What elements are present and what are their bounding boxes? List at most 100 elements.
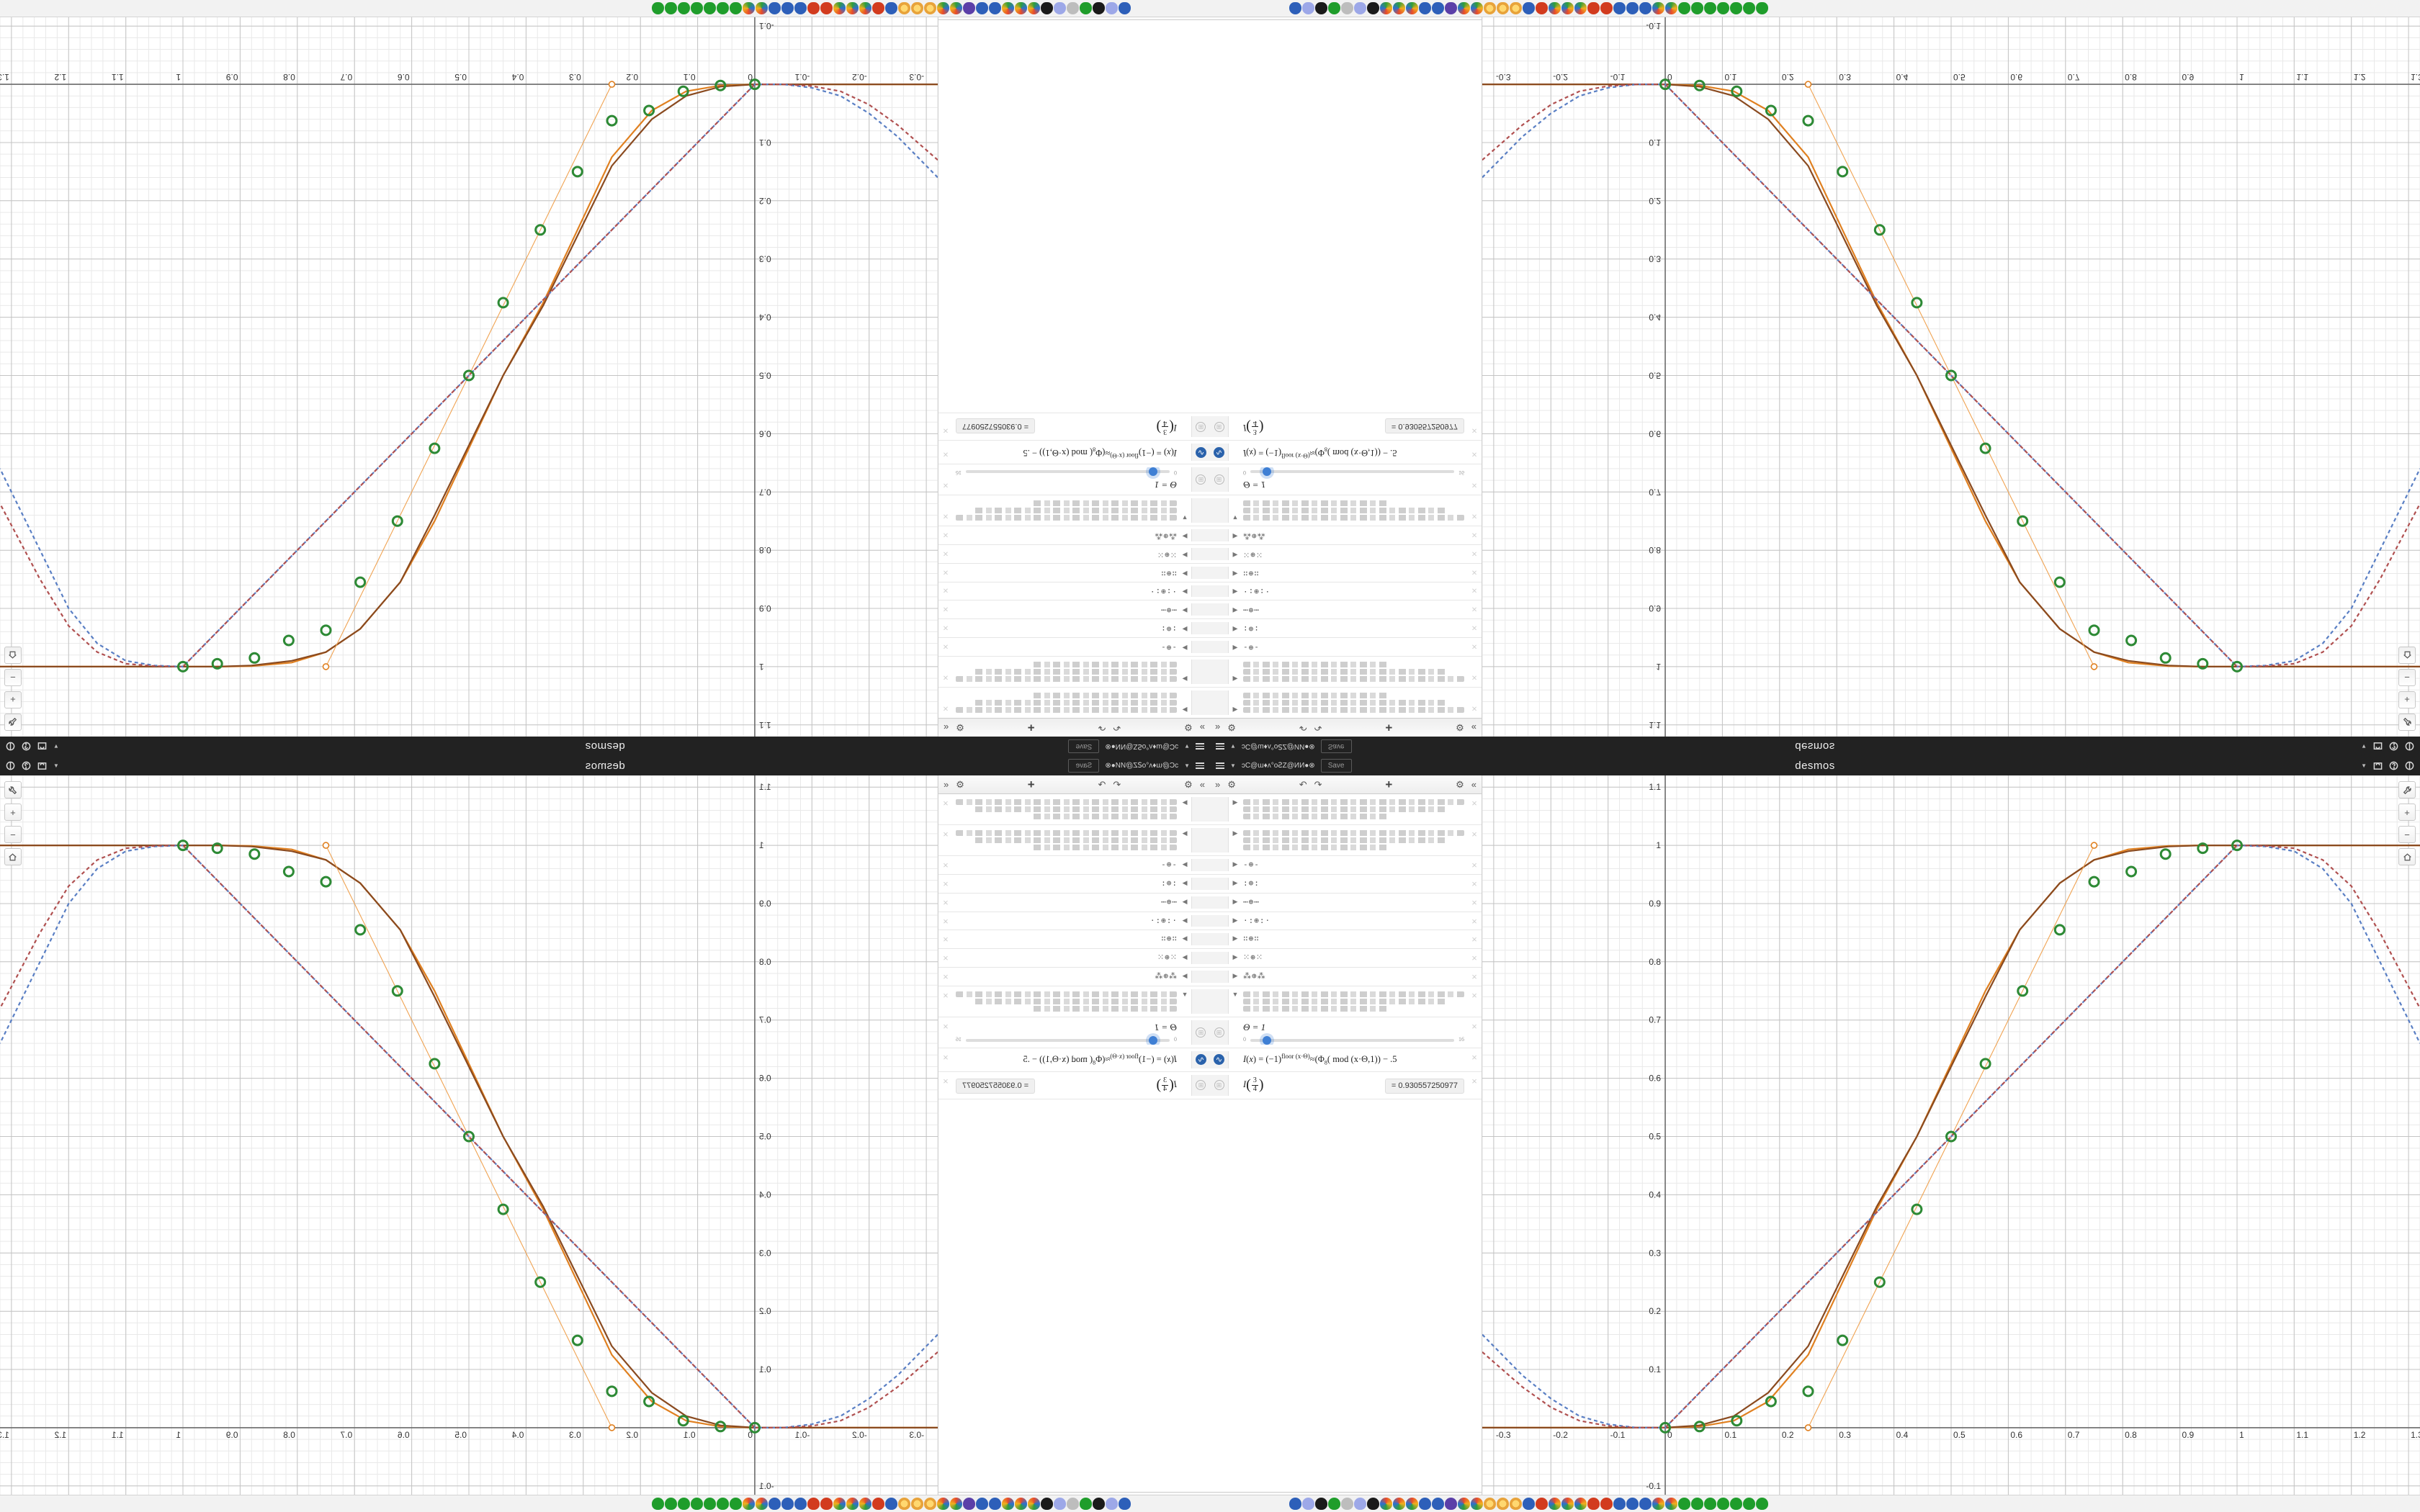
save-button[interactable]: Save xyxy=(1320,759,1352,773)
expression-content[interactable] xyxy=(953,660,1178,684)
save-button[interactable]: Save xyxy=(1320,739,1352,753)
expression-row[interactable]: ▶ ·:⊕:· × xyxy=(938,912,1210,931)
expand-panel-icon[interactable]: » xyxy=(1199,779,1205,790)
expand-arrow-icon[interactable]: ▶ xyxy=(1232,798,1238,806)
chrome-icon[interactable] xyxy=(743,1498,755,1510)
chevron-down-icon[interactable]: ▼ xyxy=(53,743,59,750)
expression-content[interactable]: I(3 4) = 0.930557250977 xyxy=(953,1075,1178,1096)
chrome-icon[interactable] xyxy=(743,2,755,14)
collapse-panel-icon[interactable]: « xyxy=(943,722,949,733)
expand-arrow-icon[interactable]: ▶ xyxy=(1182,972,1188,980)
leaf-icon[interactable] xyxy=(1691,2,1703,14)
expression-row[interactable]: ▶ × xyxy=(1210,825,1482,856)
expression-list[interactable]: ▶ × ▶ × ▶ -⊕- × ▶:⊕: × ▶ ⋯⊕⋯ × ▶ ·:⊕:· × ▶ ∷⊕∷ × ▶ ⁙⊕⁙ × ▶ ⁂⊕⁂… xyxy=(1210,20,1482,718)
delete-expression-icon[interactable]: × xyxy=(1471,896,1477,908)
delete-expression-icon[interactable]: × xyxy=(1471,989,1477,1001)
expand-arrow-icon[interactable]: ▶ xyxy=(1182,878,1188,886)
code-icon[interactable] xyxy=(768,1498,781,1510)
expression-row[interactable]: ▶ ∷⊕∷ × xyxy=(938,930,1210,950)
chrome-icon[interactable] xyxy=(833,1498,846,1510)
expression-content[interactable]: I(3 4) = 0.930557250977 xyxy=(1242,416,1467,437)
expression-content[interactable]: ∷⊕∷ xyxy=(1242,567,1467,579)
expression-row[interactable]: ▶:⊕: × xyxy=(938,874,1210,894)
chrome-icon[interactable] xyxy=(1002,2,1014,14)
delete-expression-icon[interactable]: × xyxy=(1471,426,1477,437)
expression-row[interactable]: I(x) = (−1)floor (x·Θ)≈(Φ8( mod (x·Θ,1))… xyxy=(1210,1048,1482,1072)
expression-row[interactable]: ▶ × xyxy=(938,794,1210,825)
expression-content[interactable] xyxy=(953,498,1178,523)
gear-icon[interactable]: ⚙ xyxy=(956,722,964,734)
star-icon[interactable] xyxy=(963,1498,975,1510)
expression-content[interactable]: ⁂⊕⁂ xyxy=(953,529,1178,541)
graph-canvas[interactable]: -0.3 -0.2 -0.1 0 0.1 0.2 0.3 0.4 0.5 0.6 0.7 0.8 0.9… xyxy=(0,775,938,1512)
expand-arrow-icon[interactable] xyxy=(1229,490,1242,492)
expression-content[interactable] xyxy=(953,797,1178,822)
expression-row[interactable]: ▶ ⁙⊕⁙ × xyxy=(938,949,1210,968)
add-expression-button[interactable]: + xyxy=(1027,721,1035,735)
expand-arrow-icon[interactable] xyxy=(1178,490,1191,492)
browser-icon[interactable] xyxy=(1536,2,1548,14)
expression-content[interactable]: Θ = 1 0 16 xyxy=(1242,1020,1467,1045)
expression-row[interactable]: I(34)= 0.930557250977 × xyxy=(938,1071,1210,1099)
expand-arrow-icon[interactable]: ▶ xyxy=(1232,972,1238,980)
expression-content[interactable]: ⋯⊕⋯ xyxy=(1242,603,1467,616)
expand-panel-icon[interactable]: » xyxy=(1199,722,1205,733)
slider-thumb[interactable] xyxy=(1262,1035,1271,1045)
delete-expression-icon[interactable]: × xyxy=(1471,1075,1477,1086)
delete-expression-icon[interactable]: × xyxy=(943,672,949,683)
plot-toggle-icon[interactable] xyxy=(1196,474,1206,485)
wrench-icon[interactable] xyxy=(2398,781,2416,798)
delete-expression-icon[interactable]: × xyxy=(943,860,949,870)
terminal-icon[interactable] xyxy=(1315,2,1327,14)
chevron-down-icon[interactable]: ▼ xyxy=(1230,743,1236,750)
leaf-icon[interactable] xyxy=(1328,2,1340,14)
delete-expression-icon[interactable]: × xyxy=(943,1052,949,1063)
delete-expression-icon[interactable]: × xyxy=(1471,623,1477,634)
expression-content[interactable]: I(x) = (−1)floor (x·Θ)≈(Φ8( mod (x·Θ,1))… xyxy=(1023,446,1177,459)
chrome-icon[interactable] xyxy=(1002,1498,1014,1510)
code-icon[interactable] xyxy=(1419,1498,1431,1510)
expand-panel-icon[interactable]: » xyxy=(1215,722,1221,733)
trash-icon[interactable] xyxy=(1041,1498,1053,1510)
expression-content[interactable]: -⊕- xyxy=(953,859,1178,871)
sun-icon[interactable] xyxy=(898,1498,910,1510)
folder-icon[interactable] xyxy=(1106,1498,1118,1510)
plot-toggle-icon[interactable] xyxy=(1214,1027,1224,1038)
expression-content[interactable]: I(x) = (−1)floor (x·Θ)≈(Φ8( mod (x·Θ,1))… xyxy=(1023,1053,1177,1066)
graph-canvas[interactable]: -0.3 -0.2 -0.1 0 0.1 0.2 0.3 0.4 0.5 0.6 0.7 0.8 0.9… xyxy=(1482,0,2420,737)
wrench-icon[interactable] xyxy=(2398,714,2416,731)
expression-row[interactable]: I(34)= 0.930557250977 × xyxy=(1210,1072,1482,1099)
expression-row[interactable]: ▶ -⊕- × xyxy=(1210,637,1482,656)
add-expression-button[interactable]: + xyxy=(1385,721,1393,735)
chrome-icon[interactable] xyxy=(1574,1498,1587,1510)
delete-expression-icon[interactable]: × xyxy=(1471,703,1477,714)
save-button[interactable]: Save xyxy=(1068,759,1100,773)
delete-expression-icon[interactable]: × xyxy=(1471,971,1477,983)
expand-arrow-icon[interactable]: ▶ xyxy=(1182,706,1188,714)
trash-icon[interactable] xyxy=(1041,2,1053,14)
expand-arrow-icon[interactable]: ▶ xyxy=(1232,953,1238,961)
plot-toggle-icon[interactable] xyxy=(1196,1027,1206,1038)
leaf-icon[interactable] xyxy=(691,1498,703,1510)
curve-toggle-icon[interactable] xyxy=(1214,446,1224,458)
expression-content[interactable]: I(3 4) = 0.930557250977 xyxy=(953,416,1178,437)
chrome-icon[interactable] xyxy=(1406,1498,1418,1510)
wrench-icon[interactable] xyxy=(4,714,22,731)
leaf-icon[interactable] xyxy=(665,2,677,14)
sun-icon[interactable] xyxy=(911,2,923,14)
trash-icon[interactable] xyxy=(1367,1498,1379,1510)
delete-expression-icon[interactable]: × xyxy=(943,548,949,559)
expression-list[interactable]: ▶ × ▶ × ▶ -⊕- × ▶:⊕: × ▶ ⋯⊕⋯ × ▶ ·:⊕:· × ▶ ∷⊕∷ × ▶ ⁙⊕⁙ × ▶ ⁂⊕⁂… xyxy=(938,794,1210,1492)
leaf-icon[interactable] xyxy=(678,2,690,14)
expand-arrow-icon[interactable] xyxy=(1178,1020,1191,1022)
delete-expression-icon[interactable]: × xyxy=(943,829,949,840)
code-icon[interactable] xyxy=(1419,2,1431,14)
expression-content[interactable]: ·:⊕:· xyxy=(953,915,1178,927)
browser-icon[interactable] xyxy=(1600,2,1613,14)
expression-row[interactable]: ▶ -⊕- × xyxy=(938,856,1210,875)
star-icon[interactable] xyxy=(1445,1498,1457,1510)
expand-arrow-icon[interactable]: ▶ xyxy=(1232,935,1238,942)
delete-expression-icon[interactable]: × xyxy=(943,953,949,964)
delete-expression-icon[interactable]: × xyxy=(943,1020,949,1032)
blocks-icon[interactable] xyxy=(1613,2,1626,14)
